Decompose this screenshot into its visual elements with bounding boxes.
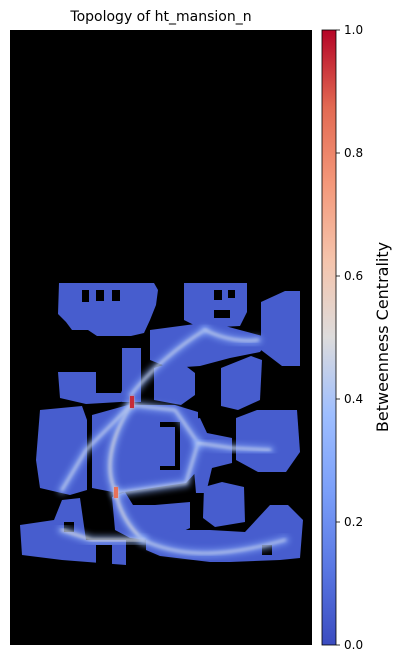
path-west-room-link (60, 403, 133, 492)
colorbar-tick-label: 0.6 (344, 269, 363, 283)
obstacle (160, 466, 180, 470)
path-layer (57, 325, 290, 558)
colorbar-label: Betweenness Centrality (373, 242, 392, 432)
room-mid-north (154, 360, 195, 405)
colorbar-ticks: 0.0 0.2 0.4 0.6 0.8 1.0 (336, 23, 363, 652)
colorbar-tick-label: 0.4 (344, 392, 363, 406)
room-north-corridor (150, 322, 270, 368)
path-central-hall-upper-edge (129, 403, 200, 445)
colorbar-tick-label: 0.8 (344, 146, 363, 160)
obstacles (64, 290, 272, 565)
colorbar-tick-label: 1.0 (344, 23, 363, 37)
obstacle (82, 290, 89, 302)
room-north-left (58, 283, 158, 336)
room-north-east (261, 291, 300, 366)
hotspot-layer (114, 396, 134, 498)
room-east-middle (221, 356, 262, 410)
obstacle (96, 545, 112, 565)
room-west-hall (58, 372, 141, 404)
obstacle (160, 422, 180, 427)
obstacle (228, 290, 235, 298)
colorbar (321, 29, 337, 646)
hotspot-lower-doorway (114, 487, 118, 498)
chart-title: Topology of ht_mansion_n (69, 9, 251, 25)
obstacle (112, 290, 120, 301)
path-south-east-sweep (141, 538, 287, 555)
colorbar-tick-label: 0.2 (344, 515, 363, 529)
obstacle (262, 545, 272, 555)
room-south-middle (203, 482, 245, 527)
colorbar-tick-label: 0.0 (344, 638, 363, 652)
room-east (236, 410, 300, 472)
hotspot-upper-doorway (130, 396, 134, 408)
obstacle (214, 290, 222, 300)
room-north-middle (184, 283, 247, 328)
obstacle (64, 522, 74, 532)
path-central-hall-lower-edge (114, 441, 200, 495)
path-south-corridor (60, 528, 145, 542)
obstacle (96, 290, 104, 301)
path-north-right-room-exit (203, 328, 260, 342)
path-east-corridor (196, 441, 272, 452)
path-north-corridor-link (129, 328, 207, 397)
obstacle (214, 310, 230, 318)
obstacle (175, 422, 180, 470)
room-west (36, 406, 87, 495)
